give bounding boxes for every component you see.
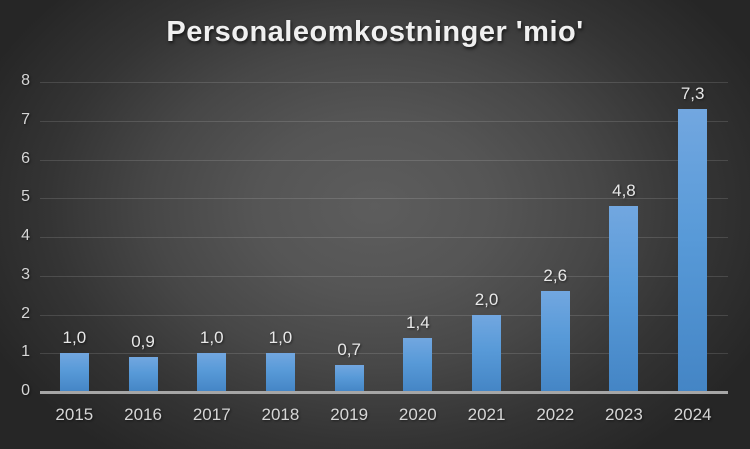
bar-2021	[472, 314, 502, 392]
y-axis-tick-label: 6	[21, 149, 30, 167]
gridline	[40, 82, 728, 83]
bar-2018	[265, 353, 295, 392]
bar-value-label: 1,4	[406, 312, 430, 332]
y-axis-tick-label: 7	[21, 110, 30, 128]
x-axis-tick-label: 2024	[673, 405, 712, 424]
bar-value-label: 4,8	[612, 181, 636, 200]
bar-value-label: 2,0	[474, 289, 499, 309]
gridline	[40, 120, 728, 122]
bar-2023	[609, 206, 639, 392]
bar-2017	[197, 353, 227, 392]
gridline	[40, 275, 728, 277]
x-axis-tick-label: 2017	[192, 405, 231, 424]
bar-2024	[678, 109, 708, 392]
x-axis-tick-label: 2020	[398, 405, 437, 424]
bar-value-label: 0,9	[131, 332, 155, 352]
x-axis-tick-label: 2021	[467, 405, 506, 424]
bar-value-label: 1,0	[62, 328, 87, 348]
y-axis-tick-label: 5	[21, 188, 30, 206]
x-axis-tick-label: 2018	[261, 405, 300, 424]
bar-2019	[334, 364, 364, 392]
y-axis-tick-label: 2	[21, 304, 30, 322]
gridline	[40, 159, 728, 161]
y-axis-tick-label: 4	[21, 227, 30, 244]
bar-2015	[59, 353, 89, 392]
y-axis-tick-label: 1	[21, 343, 30, 361]
x-axis-tick-label: 2022	[536, 405, 575, 424]
x-axis-tick-label: 2019	[330, 405, 369, 424]
bar-value-label: 2,6	[543, 266, 568, 286]
gridline	[40, 314, 728, 316]
gridline	[40, 198, 728, 200]
bar-2020	[403, 337, 433, 392]
x-axis-tick-label: 2015	[55, 405, 94, 424]
bar-2022	[540, 291, 570, 392]
x-axis-line	[40, 391, 728, 394]
y-axis-tick-label: 0	[21, 382, 30, 399]
y-axis-tick-label: 3	[21, 265, 30, 283]
gridline	[40, 353, 728, 355]
bar-2016	[128, 357, 158, 392]
gridline	[40, 237, 728, 238]
bar-value-label: 7,3	[680, 84, 705, 104]
chart-title: Personaleomkostninger 'mio'	[166, 16, 584, 48]
y-axis-tick-label: 8	[21, 72, 30, 89]
bar-value-label: 1,0	[268, 328, 293, 348]
bar-value-label: 0,7	[337, 339, 361, 359]
x-axis-tick-label: 2016	[124, 405, 162, 424]
bar-value-label: 1,0	[199, 328, 224, 348]
x-axis-tick-label: 2023	[605, 405, 643, 424]
